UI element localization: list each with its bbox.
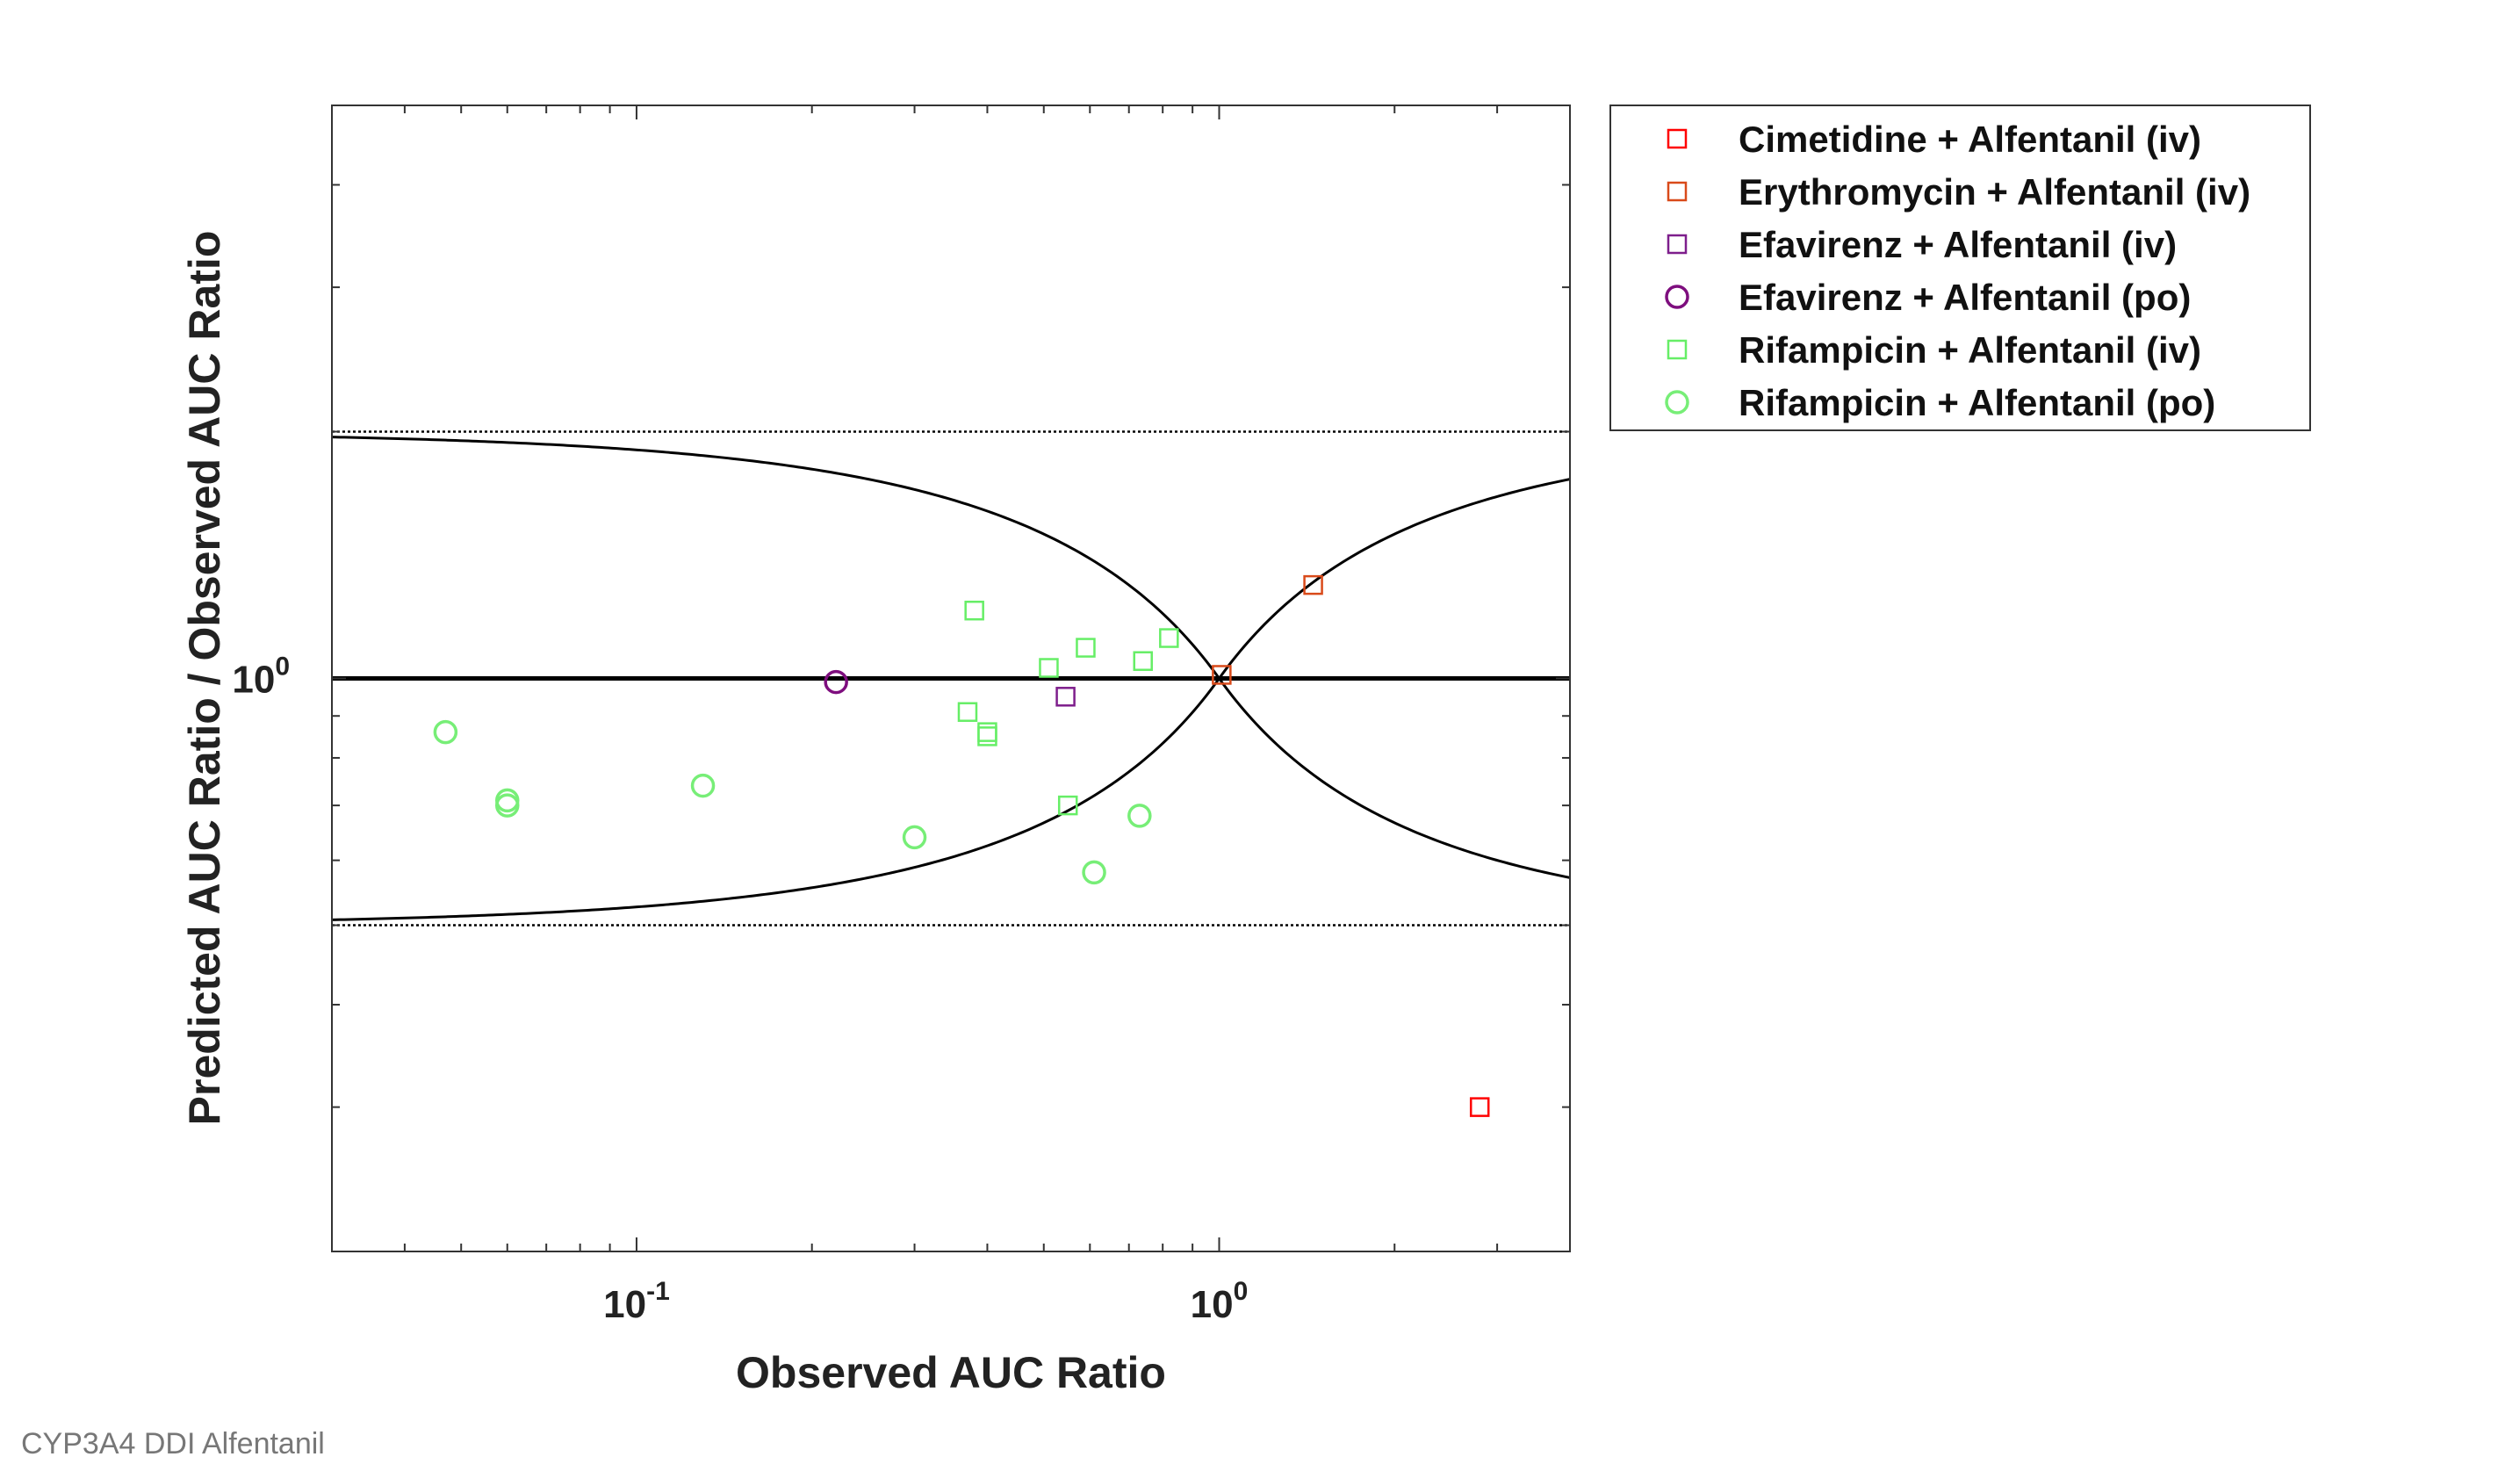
data-point-series-5 <box>1082 860 1106 885</box>
data-point-series-4 <box>1133 651 1153 671</box>
x-tick-label: 10-1 <box>603 1277 670 1326</box>
data-point-series-0 <box>1469 1097 1490 1117</box>
axis-tick-labels: 10-1 100 100 <box>232 653 1248 1327</box>
upper-limit-curve <box>332 436 1570 682</box>
data-point-series-4 <box>964 600 984 621</box>
footer-caption: CYP3A4 DDI Alfentanil <box>21 1427 325 1460</box>
data-point-series-5 <box>1127 804 1152 828</box>
y-axis-title: Predicted AUC Ratio / Observed AUC Ratio <box>180 231 229 1126</box>
data-point-series-4 <box>1039 658 1059 678</box>
data-point-series-1 <box>1212 665 1232 685</box>
legend-label-5: Rifampicin + Alfentanil (po) <box>1739 382 2215 423</box>
data-point-series-5 <box>690 773 716 798</box>
x-axis-title: Observed AUC Ratio <box>736 1348 1166 1397</box>
legend-marker-0 <box>1667 128 1688 149</box>
legend-label-0: Cimetidine + Alfentanil (iv) <box>1739 119 2201 160</box>
legend: Cimetidine + Alfentanil (iv) Erythromycin… <box>1609 105 2311 431</box>
data-point-series-4 <box>1076 638 1096 658</box>
data-point-series-5 <box>494 788 520 813</box>
data-point-series-5 <box>433 719 458 745</box>
legend-marker-1 <box>1667 181 1688 202</box>
axis-ticks <box>331 105 1571 1252</box>
legend-box <box>1609 105 2311 431</box>
data-point-series-4 <box>1057 795 1078 816</box>
y-tick-label: 100 <box>232 653 290 702</box>
x-tick-label: 100 <box>1191 1277 1249 1326</box>
legend-label-4: Rifampicin + Alfentanil (iv) <box>1739 329 2201 371</box>
data-markers <box>433 574 1490 1117</box>
data-point-series-4 <box>957 702 978 722</box>
legend-marker-5 <box>1665 390 1689 415</box>
legend-label-1: Erythromycin + Alfentanil (iv) <box>1739 171 2250 213</box>
legend-marker-2 <box>1667 234 1688 255</box>
guest-limit-curves <box>332 436 1570 921</box>
data-point-series-4 <box>977 722 997 742</box>
data-point-series-4 <box>977 726 997 746</box>
data-point-series-4 <box>1159 628 1179 648</box>
data-point-series-5 <box>902 825 927 850</box>
legend-marker-3 <box>1665 285 1689 309</box>
reference-lines <box>332 430 1570 927</box>
data-point-series-3 <box>824 669 848 695</box>
data-point-series-2 <box>1055 687 1076 707</box>
legend-marker-4 <box>1667 339 1688 360</box>
legend-label-3: Efavirenz + Alfentanil (po) <box>1739 277 2191 318</box>
lower-limit-curve <box>332 675 1570 921</box>
legend-label-2: Efavirenz + Alfentanil (iv) <box>1739 224 2177 265</box>
data-point-series-1 <box>1303 574 1323 595</box>
data-point-series-5 <box>494 793 520 818</box>
